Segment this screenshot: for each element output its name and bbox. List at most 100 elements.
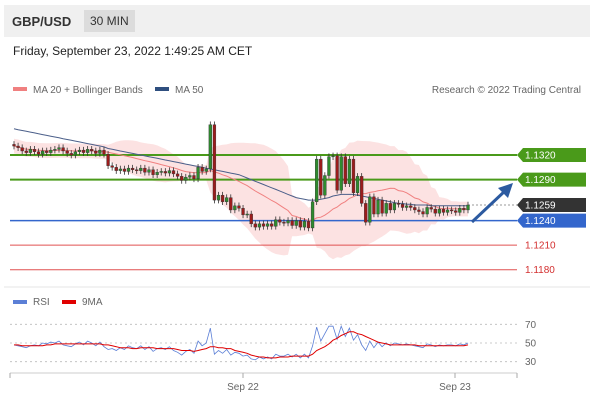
candle: [355, 173, 360, 196]
candle: [360, 173, 364, 207]
bollinger-band-area: [14, 138, 468, 260]
candle: [270, 220, 274, 230]
chart-header: GBP/USD 30 MIN: [4, 5, 590, 37]
candle: [122, 165, 127, 175]
candle: [98, 146, 102, 157]
candle: [302, 218, 307, 231]
candle: [433, 205, 437, 217]
candle: [454, 207, 458, 216]
candle: [90, 146, 94, 155]
candle: [445, 206, 450, 216]
candle: [49, 146, 53, 156]
candle: [278, 216, 282, 226]
candle: [294, 217, 298, 229]
level-label-1.1180: 1.1180: [525, 265, 555, 276]
candle: [130, 164, 135, 174]
candle: [159, 168, 163, 176]
candle: [106, 150, 110, 169]
candle: [450, 206, 454, 215]
rsi-tick-50: 50: [525, 339, 537, 350]
candle: [81, 146, 86, 156]
candle: [208, 121, 212, 173]
candle: [94, 147, 98, 157]
level-label-1.1290: 1.1290: [525, 175, 556, 186]
level-label-bg-1.1290: [517, 172, 586, 187]
candle: [331, 152, 335, 160]
candle: [417, 206, 421, 215]
candle: [413, 204, 417, 214]
candle: [114, 164, 118, 174]
candle: [126, 164, 131, 175]
timeframe-badge[interactable]: 30 MIN: [84, 10, 135, 32]
candle: [265, 220, 270, 230]
candle: [220, 191, 225, 206]
x-axis-ticks: Sep 22 Sep 23: [9, 373, 518, 393]
ma9-legend-swatch: [62, 300, 76, 304]
candle: [192, 172, 196, 183]
rsi-panel: 70 50 30: [10, 320, 537, 368]
candle: [396, 200, 401, 208]
candle: [212, 121, 217, 204]
candlesticks: [12, 121, 470, 232]
level-label-1.1240: 1.1240: [525, 216, 556, 227]
candle: [188, 172, 192, 181]
candle: [437, 205, 442, 217]
candle: [143, 164, 147, 176]
candle: [306, 218, 311, 232]
candle: [180, 173, 184, 184]
candle: [45, 147, 49, 156]
candle: [429, 204, 433, 213]
candle: [441, 205, 446, 216]
candle: [351, 155, 356, 196]
candle: [216, 191, 221, 204]
candle: [24, 147, 28, 156]
candle: [110, 162, 114, 171]
bollinger-bands: [14, 138, 468, 260]
candle: [339, 153, 343, 194]
candle: [61, 144, 65, 155]
candle: [20, 144, 24, 155]
level-label-1.1259: 1.1259: [525, 201, 556, 212]
candle: [53, 146, 57, 154]
ma50-legend-swatch: [155, 87, 169, 91]
candle: [274, 216, 278, 230]
candle: [368, 193, 372, 226]
candle: [229, 194, 233, 214]
candle: [135, 166, 139, 174]
level-label-1.1320: 1.1320: [525, 151, 556, 162]
candle: [237, 202, 241, 212]
price-level-labels: 1.1320 1.1290 1.1259 1.1240 1.1210 1.1180: [517, 148, 586, 276]
level-label-bg-1.1320: [517, 148, 586, 163]
candle: [343, 153, 347, 187]
candle: [40, 147, 45, 158]
candle: [310, 198, 315, 232]
candle: [118, 165, 122, 174]
candle: [147, 166, 151, 176]
candle: [155, 168, 159, 178]
candle: [421, 208, 425, 218]
candle: [458, 205, 462, 216]
candle: [319, 155, 323, 199]
candle: [400, 200, 405, 211]
research-credit: Research © 2022 Trading Central: [432, 85, 581, 96]
candle: [290, 217, 294, 229]
candle: [241, 205, 245, 219]
rsi-tick-30: 30: [525, 357, 537, 368]
level-label-bg-1.1259: [517, 198, 586, 213]
candle: [347, 155, 352, 187]
candle: [204, 165, 208, 175]
level-label-bg-1.1240: [517, 213, 586, 228]
candle: [405, 202, 409, 211]
candle: [102, 146, 106, 158]
candle: [233, 202, 237, 214]
candle: [69, 150, 73, 159]
currency-pair-title: GBP/USD: [12, 14, 72, 29]
level-label-1.1210: 1.1210: [525, 241, 556, 252]
ma20-line: [13, 145, 469, 222]
candle: [36, 148, 41, 158]
x-tick-label: Sep 22: [227, 382, 259, 393]
candle: [298, 217, 302, 231]
ma50-line: [13, 128, 468, 207]
